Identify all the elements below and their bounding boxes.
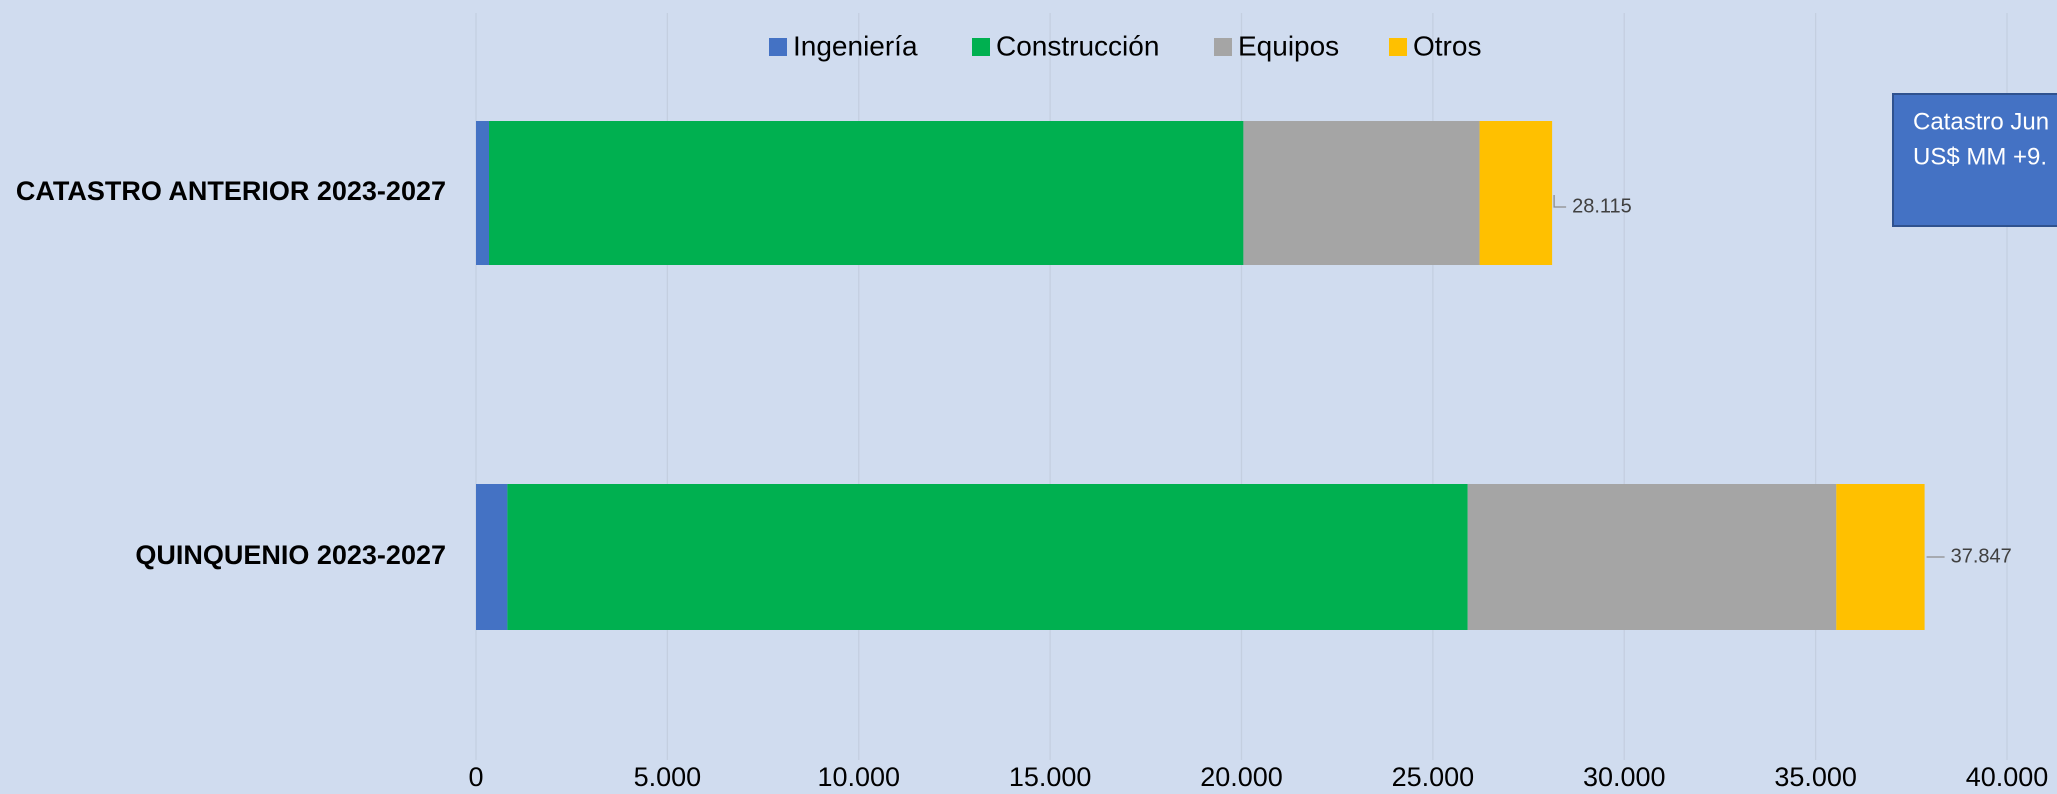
x-tick-label: 10.000	[817, 762, 900, 792]
bar-segment	[1467, 484, 1837, 630]
annotation-text: Catastro Jun	[1913, 108, 2049, 135]
bar-segment	[1836, 484, 1925, 630]
total-label: 28.115	[1572, 195, 1632, 217]
legend-swatch	[1214, 38, 1232, 56]
bar-segment	[1479, 121, 1553, 265]
x-tick-label: 40.000	[1966, 762, 2049, 792]
legend-swatch	[972, 38, 990, 56]
legend-label: Otros	[1413, 30, 1481, 61]
annotation-box	[1892, 93, 2057, 227]
annotation-text: US$ MM +9.	[1913, 143, 2047, 170]
bar-segment	[476, 484, 508, 630]
bar-segment	[507, 484, 1468, 630]
legend-swatch	[769, 38, 787, 56]
bar-segment	[489, 121, 1244, 265]
category-label: QUINQUENIO 2023-2027	[135, 540, 446, 570]
x-tick-label: 25.000	[1392, 762, 1475, 792]
legend-label: Equipos	[1238, 30, 1339, 61]
x-tick-label: 15.000	[1009, 762, 1092, 792]
bar-segment	[1243, 121, 1480, 265]
total-leader	[1553, 195, 1567, 208]
bar-segment	[476, 121, 490, 265]
x-tick-label: 30.000	[1583, 762, 1666, 792]
x-tick-label: 20.000	[1200, 762, 1283, 792]
x-tick-label: 0	[468, 762, 483, 792]
legend-label: Ingeniería	[793, 30, 918, 61]
legend-label: Construcción	[996, 30, 1159, 61]
legend-swatch	[1389, 38, 1407, 56]
x-tick-label: 35.000	[1774, 762, 1857, 792]
labels: 0 5.000 10.000 15.000 20.000 25.000 30.000 35.0…	[16, 30, 2048, 792]
total-label: 37.847	[1951, 545, 2012, 567]
x-tick-label: 5.000	[634, 762, 702, 792]
category-label: CATASTRO ANTERIOR 2023-2027	[16, 176, 446, 206]
bars	[476, 121, 1925, 630]
